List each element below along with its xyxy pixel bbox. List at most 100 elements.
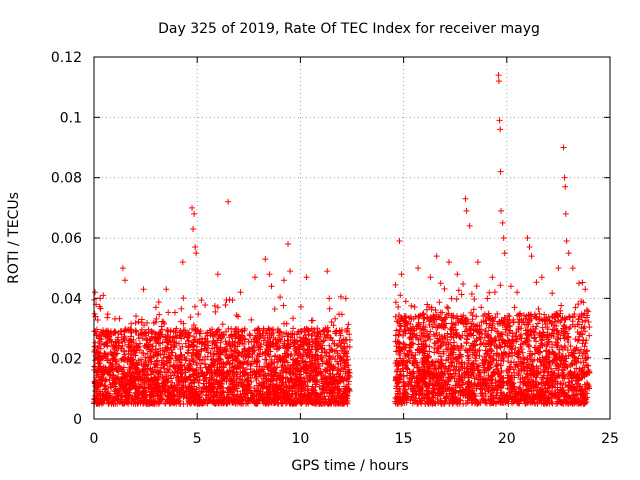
data-point <box>242 385 249 392</box>
data-point <box>190 372 197 379</box>
data-point <box>171 392 178 399</box>
data-point <box>155 340 162 347</box>
data-point <box>277 357 284 364</box>
data-point <box>231 391 238 398</box>
data-point <box>98 381 105 388</box>
data-point <box>511 304 518 311</box>
data-point <box>336 385 343 392</box>
data-point <box>127 328 134 335</box>
data-point <box>156 311 163 318</box>
data-point <box>263 394 270 401</box>
data-point <box>300 381 307 388</box>
data-point <box>154 362 161 369</box>
data-point <box>174 369 181 376</box>
data-point <box>256 369 263 376</box>
data-point <box>220 398 227 405</box>
data-point <box>95 398 102 405</box>
data-point <box>217 389 224 396</box>
data-point <box>534 320 541 327</box>
data-point <box>308 336 315 343</box>
data-point <box>205 386 212 393</box>
data-point <box>105 368 112 375</box>
data-point <box>112 338 119 345</box>
data-point <box>532 313 539 320</box>
data-point <box>256 335 263 342</box>
data-point <box>112 400 119 407</box>
data-point <box>275 397 282 404</box>
data-point <box>276 332 283 339</box>
data-point <box>142 396 149 403</box>
data-point <box>184 376 191 383</box>
data-point <box>520 312 527 319</box>
data-point <box>277 372 284 379</box>
data-point <box>242 345 249 352</box>
data-point <box>465 368 472 375</box>
data-point <box>230 368 237 375</box>
data-point <box>461 374 468 381</box>
data-point <box>300 346 307 353</box>
data-point <box>214 381 221 388</box>
data-point <box>413 390 420 397</box>
data-point <box>332 328 339 335</box>
data-point <box>114 390 121 397</box>
data-point <box>393 327 400 334</box>
data-point <box>96 338 103 345</box>
data-point <box>417 312 424 319</box>
data-point <box>549 359 556 366</box>
data-point <box>177 328 184 335</box>
data-point <box>317 333 324 340</box>
data-point <box>158 323 165 330</box>
data-point <box>138 326 145 333</box>
data-point <box>291 359 298 366</box>
data-point <box>103 333 110 340</box>
data-point <box>132 380 139 387</box>
data-point <box>215 326 222 333</box>
data-point <box>284 384 291 391</box>
data-point <box>112 365 119 372</box>
data-point <box>214 350 221 357</box>
data-point <box>239 349 246 356</box>
data-point <box>259 330 266 337</box>
data-point <box>513 333 520 340</box>
data-point <box>149 329 156 336</box>
data-point <box>232 349 239 356</box>
data-point <box>245 358 252 365</box>
data-point <box>321 346 328 353</box>
data-point <box>277 328 284 335</box>
data-point <box>302 335 309 342</box>
data-point <box>96 303 103 310</box>
data-point <box>292 391 299 398</box>
data-point <box>229 341 236 348</box>
data-point <box>148 393 155 400</box>
data-point <box>401 357 408 364</box>
data-point <box>144 350 151 357</box>
data-point <box>413 334 420 341</box>
data-point <box>476 370 483 377</box>
data-point <box>250 344 257 351</box>
data-point <box>102 376 109 383</box>
data-point <box>300 336 307 343</box>
data-point <box>294 387 301 394</box>
data-point <box>440 348 447 355</box>
data-point <box>456 347 463 354</box>
data-point <box>182 340 189 347</box>
data-point <box>271 391 278 398</box>
data-point <box>223 378 230 385</box>
data-point <box>338 394 345 401</box>
data-point <box>546 318 553 325</box>
data-point <box>476 352 483 359</box>
data-point <box>452 366 459 373</box>
data-point <box>297 390 304 397</box>
data-point <box>274 382 281 389</box>
data-point <box>152 384 159 391</box>
data-point <box>323 350 330 357</box>
data-point <box>251 371 258 378</box>
data-point <box>289 362 296 369</box>
data-point <box>240 354 247 361</box>
data-point <box>580 336 587 343</box>
data-point <box>150 390 157 397</box>
data-point <box>103 353 110 360</box>
data-point <box>121 351 128 358</box>
data-point <box>443 311 450 318</box>
data-point <box>259 385 266 392</box>
